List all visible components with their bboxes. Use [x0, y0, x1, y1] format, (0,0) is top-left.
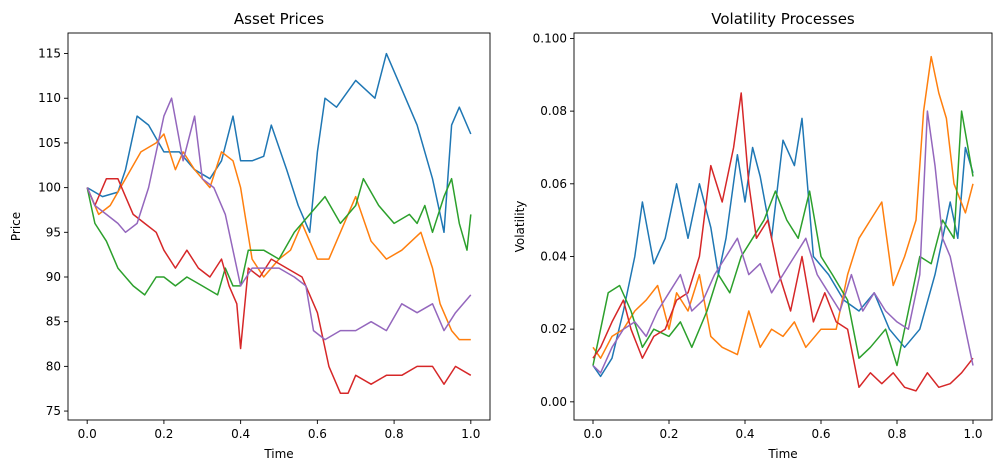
y-tick-label: 0.02 — [540, 322, 567, 336]
y-axis-label: Price — [9, 212, 23, 241]
y-axis-label: Volatility — [513, 201, 527, 253]
x-tick-label: 0.8 — [385, 427, 404, 441]
y-tick-label: 0.08 — [540, 104, 567, 118]
y-tick-label: 85 — [46, 315, 61, 329]
plot-frame — [67, 32, 491, 421]
series-line-4 — [592, 92, 974, 392]
chart-title: Volatility Processes — [711, 10, 855, 28]
asset-prices-panel: 0.0 0.2 0.4 0.6 0.8 1.0 75 80 85 90 95 100 105 110 115… — [9, 10, 491, 461]
x-tick-label: 0.4 — [231, 427, 250, 441]
y-tick-label: 95 — [46, 225, 61, 239]
y-tick-label: 90 — [46, 270, 61, 284]
series-group — [592, 55, 974, 392]
x-tick-label: 1.0 — [963, 427, 982, 441]
y-tick-label: 105 — [38, 136, 61, 150]
y-tick-label: 0.04 — [540, 249, 567, 263]
series-line-3 — [592, 110, 974, 367]
series-line-2 — [86, 133, 471, 341]
x-tick-label: 0.0 — [583, 427, 602, 441]
x-tick-label: 0.2 — [659, 427, 678, 441]
series-line-1 — [592, 117, 974, 378]
x-tick-label: 0.4 — [735, 427, 754, 441]
x-tick-label: 0.2 — [154, 427, 173, 441]
series-line-2 — [592, 55, 974, 359]
x-tick-label: 1.0 — [461, 427, 480, 441]
series-line-5 — [592, 110, 974, 374]
series-group — [86, 52, 472, 394]
y-tick-label: 110 — [38, 91, 61, 105]
series-line-5 — [86, 97, 472, 341]
x-tick-label: 0.8 — [887, 427, 906, 441]
volatility-panel: 0.0 0.2 0.4 0.6 0.8 1.0 0.00 0.02 0.04 0.06 0.08 0.… — [513, 10, 993, 461]
plot-frame — [573, 32, 993, 421]
y-tick-label: 0.06 — [540, 177, 567, 191]
x-axis-label: Time — [767, 447, 797, 461]
series-line-3 — [86, 177, 472, 296]
y-tick-label: 0.00 — [540, 395, 567, 409]
y-tick-label: 115 — [38, 47, 61, 61]
series-line-1 — [86, 52, 472, 234]
series-line-4 — [86, 177, 472, 394]
x-tick-label: 0.6 — [811, 427, 830, 441]
x-tick-label: 0.0 — [78, 427, 97, 441]
y-tick-label: 0.100 — [533, 31, 567, 45]
y-tick-label: 75 — [46, 404, 61, 418]
x-axis-label: Time — [263, 447, 293, 461]
chart-title: Asset Prices — [234, 10, 324, 28]
y-tick-label: 100 — [38, 181, 61, 195]
y-tick-label: 80 — [46, 359, 61, 373]
x-tick-label: 0.6 — [308, 427, 327, 441]
